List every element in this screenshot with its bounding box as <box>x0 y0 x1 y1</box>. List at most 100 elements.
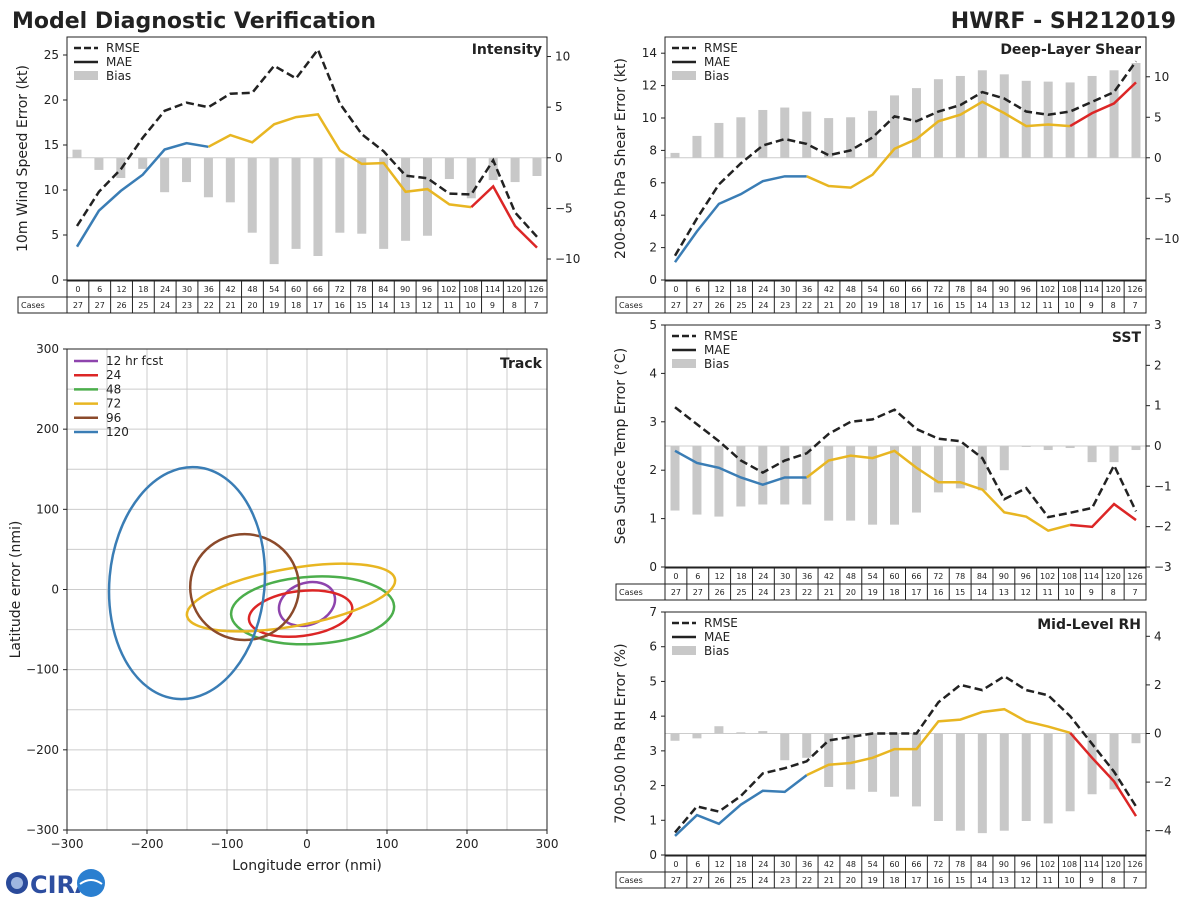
shear-bias-bar <box>1043 81 1053 158</box>
rh-bias-bar <box>911 733 921 807</box>
intensity-bias-bar <box>72 149 82 158</box>
intensity-mae-line-blue <box>75 141 209 248</box>
intensity-bias-bar <box>182 157 192 183</box>
sst-bias-bar <box>758 446 768 505</box>
rh-hour-cell: 102 <box>1040 860 1055 869</box>
rh-bias-bar <box>692 733 702 739</box>
intensity-hour-cell: 126 <box>528 285 543 294</box>
intensity-case-cell: 24 <box>160 301 170 310</box>
rh-case-cell: 18 <box>889 876 899 885</box>
rh-case-cell: 11 <box>1043 876 1053 885</box>
shear-ytick-label: 10 <box>642 111 657 125</box>
rh-rmse-line <box>674 674 1138 834</box>
intensity-hour-cell: 48 <box>247 285 257 294</box>
intensity-case-cell: 7 <box>534 301 539 310</box>
sst-mae-line-yellow <box>805 449 1071 533</box>
shear-ytick-label: 12 <box>642 79 657 93</box>
rh-case-cell: 24 <box>758 876 768 885</box>
intensity-hour-cell: 78 <box>356 285 366 294</box>
shear-hour-cell: 66 <box>911 285 921 294</box>
intensity-bias-bar <box>532 157 542 176</box>
shear-case-cell: 7 <box>1133 301 1138 310</box>
cira-logo: CIRA <box>6 869 105 899</box>
intensity-case-cell: 8 <box>512 301 517 310</box>
shear-hour-cell: 72 <box>933 285 943 294</box>
intensity-y2tick-label: −10 <box>555 252 580 266</box>
shear-bias-bar <box>868 110 878 158</box>
intensity-case-cell: 12 <box>422 301 432 310</box>
rh-bias-bar <box>736 732 746 734</box>
sst-legend-bias: Bias <box>704 357 729 371</box>
shear-case-cell: 15 <box>955 301 965 310</box>
shear-ytick-label: 6 <box>649 176 657 190</box>
rh-case-cell: 13 <box>999 876 1009 885</box>
intensity-case-cell: 9 <box>490 301 495 310</box>
shear-ytick-label: 14 <box>642 46 657 60</box>
shear-bias-bar <box>1065 82 1075 158</box>
intensity-hour-cell: 96 <box>422 285 432 294</box>
sst-bias-bar <box>911 446 921 513</box>
rh-hour-cell: 42 <box>824 860 834 869</box>
intensity-bias-bar <box>313 157 323 256</box>
sst-hour-cell: 18 <box>736 572 746 581</box>
sst-hour-cell: 12 <box>715 572 725 581</box>
shear-ytick-label: 8 <box>649 143 657 157</box>
sst-bias-bar <box>802 446 812 505</box>
shear-hour-cell: 60 <box>889 285 899 294</box>
track-xlabel: Longitude error (nmi) <box>232 858 382 874</box>
shear-bias-bar <box>977 70 987 158</box>
intensity-legend-mae: MAE <box>106 55 132 69</box>
shear-case-cell: 26 <box>715 301 725 310</box>
shear-bias-bar <box>736 117 746 158</box>
intensity-bias-bar <box>379 157 389 249</box>
rh-legend-bias: Bias <box>704 644 729 658</box>
sst-hour-cell: 48 <box>846 572 856 581</box>
rh-bias-bar <box>977 733 987 834</box>
intensity-case-cell: 23 <box>182 301 192 310</box>
sst-y2tick-label: −2 <box>1154 520 1172 534</box>
intensity-case-cell: 17 <box>313 301 323 310</box>
rh-hour-cell: 48 <box>846 860 856 869</box>
rh-hour-cell: 108 <box>1062 860 1077 869</box>
sst-case-cell: 24 <box>758 588 768 597</box>
rh-hour-cell: 96 <box>1021 860 1031 869</box>
rh-hour-cell: 30 <box>780 860 790 869</box>
shear-case-cell: 27 <box>671 301 681 310</box>
sst-cases-label: Cases <box>619 588 643 597</box>
intensity-hour-cell: 36 <box>204 285 214 294</box>
shear-case-cell: 19 <box>868 301 878 310</box>
track-ytick-label: −200 <box>26 743 59 757</box>
shear-case-cell: 18 <box>889 301 899 310</box>
rh-bias-bar <box>890 733 900 797</box>
track-xtick-label: 100 <box>376 837 399 851</box>
rh-bias-bar <box>955 733 965 831</box>
sst-hour-cell: 72 <box>933 572 943 581</box>
shear-case-cell: 24 <box>758 301 768 310</box>
intensity-legend-bias-swatch <box>74 71 98 80</box>
rh-y2tick-label: 0 <box>1154 727 1162 741</box>
rh-ytick-label: 2 <box>649 779 657 793</box>
shear-hour-cell: 24 <box>758 285 768 294</box>
intensity-ytick-label: 5 <box>51 228 59 242</box>
intensity-bias-bar <box>247 157 257 233</box>
intensity-case-cell: 25 <box>138 301 148 310</box>
sst-case-cell: 15 <box>955 588 965 597</box>
shear-bias-bar <box>1087 75 1097 158</box>
intensity-bias-bar <box>160 157 170 193</box>
shear-case-cell: 10 <box>1064 301 1074 310</box>
rh-hour-cell: 0 <box>673 860 678 869</box>
track-ytick-label: 100 <box>36 502 59 516</box>
rh-case-cell: 22 <box>802 876 812 885</box>
shear-ytick-label: 4 <box>649 208 657 222</box>
shear-hour-cell: 90 <box>999 285 1009 294</box>
shear-case-cell: 27 <box>693 301 703 310</box>
shear-table-label-cell <box>615 296 666 314</box>
intensity-bias-bar <box>444 157 454 180</box>
intensity-hour-cell: 114 <box>485 285 500 294</box>
sst-case-cell: 19 <box>868 588 878 597</box>
track-title: Track <box>500 356 543 372</box>
sst-case-cell: 9 <box>1089 588 1094 597</box>
